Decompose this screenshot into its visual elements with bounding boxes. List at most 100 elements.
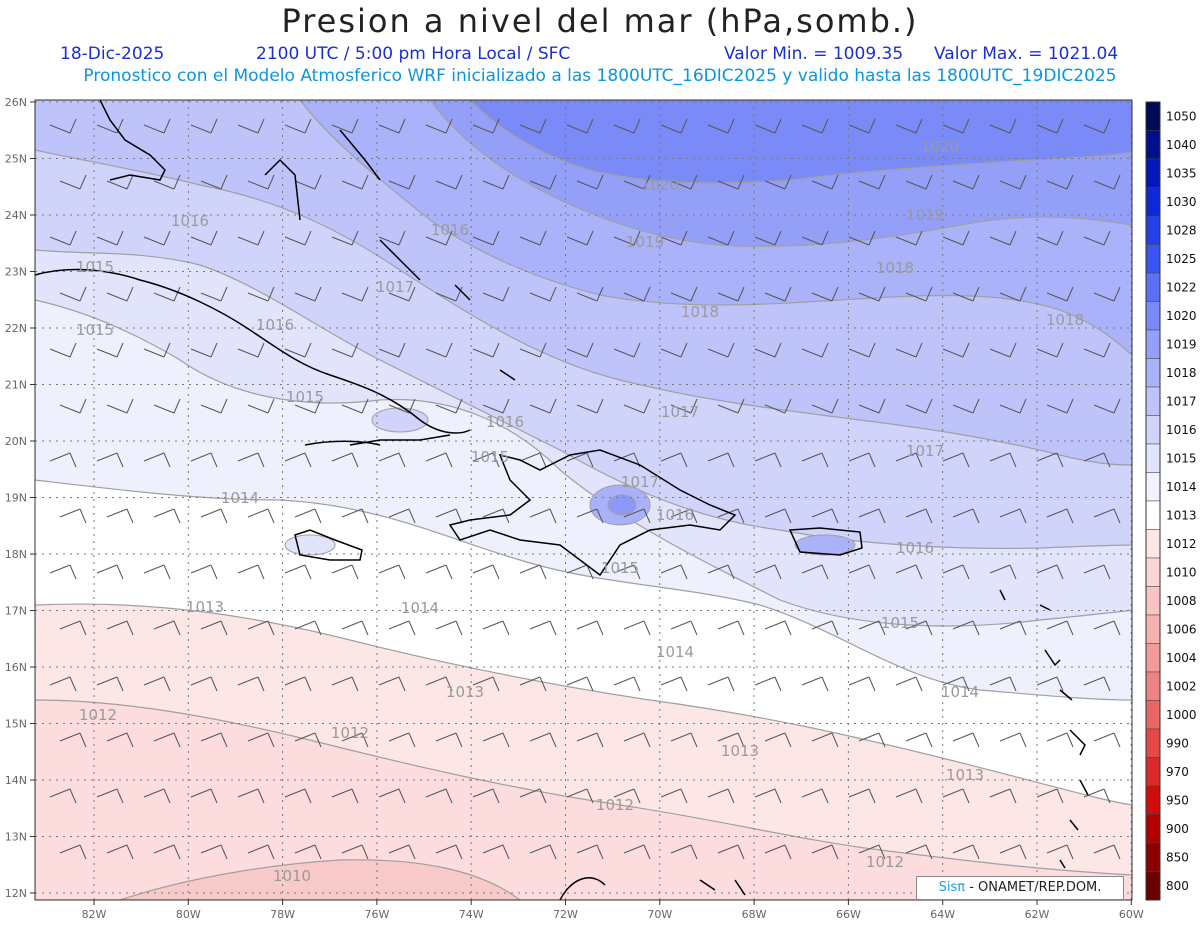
wind-barb [989,118,1017,134]
lat-label: 18N [5,548,27,561]
lon-label: 76W [364,908,389,921]
wind-barb [952,844,980,860]
wind-barb [858,844,886,860]
wind-barb [49,342,77,358]
wind-barb [952,174,980,190]
wind-barb [670,844,698,860]
wind-barb [1083,452,1111,468]
wind-barb [237,564,265,580]
wind-barb [529,286,557,302]
wind-barb [200,508,228,524]
isobar-label: 1013 [186,598,224,616]
wind-barb [848,676,876,692]
wind-barb [895,564,923,580]
wind-barb [294,732,322,748]
wind-barb [999,732,1027,748]
wind-barb [848,788,876,804]
wind-barb [848,118,876,134]
wind-barb [576,286,604,302]
wind-barb [519,564,547,580]
wind-barb [294,844,322,860]
wind-barb [435,398,463,414]
wind-barb [284,564,312,580]
wind-barb [153,286,181,302]
isobar-label: 1020 [641,176,679,194]
wind-barb [1083,230,1111,246]
lon-label: 62W [1025,908,1050,921]
wind-barb [848,342,876,358]
isobar-label: 1013 [946,766,984,784]
colorbar-swatch [1145,757,1161,787]
wind-barb [106,732,134,748]
colorbar-label: 1000 [1166,708,1197,722]
lat-label: 15N [5,718,27,731]
wind-barb [660,788,688,804]
wind-barb [613,230,641,246]
band-1020 [469,100,1132,184]
wind-barb [895,452,923,468]
lon-label: 60W [1119,908,1144,921]
wind-barb [143,452,171,468]
colorbar-swatch [1145,386,1161,416]
wind-barb [482,844,510,860]
wind-barb [519,342,547,358]
isobar-label: 1018 [1046,311,1084,329]
wind-barb [482,398,510,414]
wind-barb [1046,174,1074,190]
wind-barb [576,398,604,414]
colorbar-label: 1013 [1166,508,1197,522]
wind-barb [717,286,745,302]
wind-barb [106,398,134,414]
wind-barb [952,508,980,524]
wind-barb [59,286,87,302]
wind-barb [576,508,604,524]
wind-barb [623,286,651,302]
wind-barb [106,620,134,636]
wind-barb [754,342,782,358]
wind-barb [341,620,369,636]
wind-barb [801,230,829,246]
wind-barb [764,844,792,860]
wind-barb [153,508,181,524]
colorbar-swatch [1145,586,1161,616]
wind-barb [378,342,406,358]
wind-barb [858,398,886,414]
wind-barb [999,620,1027,636]
colorbar-label: 1022 [1166,280,1197,294]
wind-barb [529,844,557,860]
wind-barb [425,230,453,246]
wind-barb [435,286,463,302]
wind-barb [989,788,1017,804]
wind-barb [566,564,594,580]
wind-barb [59,174,87,190]
wind-barb [284,676,312,692]
wind-barb [989,564,1017,580]
colorbar-swatch [1145,842,1161,872]
wind-barb [284,230,312,246]
colorbar-swatch [1145,557,1161,587]
wind-barb [989,342,1017,358]
wind-barb [237,788,265,804]
wind-barb [49,230,77,246]
wind-barb [284,118,312,134]
wind-barb [96,452,124,468]
wind-barb [482,620,510,636]
wind-barb [999,844,1027,860]
wind-barb [472,230,500,246]
isobar-label: 1017 [621,473,659,491]
colorbar-swatch [1145,443,1161,473]
isobar-label: 1015 [76,321,114,339]
wind-barb [294,620,322,636]
colorbar-swatch [1145,643,1161,673]
wind-barb [670,398,698,414]
wind-barb [200,844,228,860]
blob-hispaniola-core [607,494,637,516]
wind-barb [247,508,275,524]
wind-barb [942,676,970,692]
coast-jamaica [294,529,363,561]
wind-barb [801,452,829,468]
wind-barb [717,620,745,636]
wind-barb [670,174,698,190]
isobar-label: 1017 [906,442,944,460]
isobar-label: 1016 [431,221,469,239]
